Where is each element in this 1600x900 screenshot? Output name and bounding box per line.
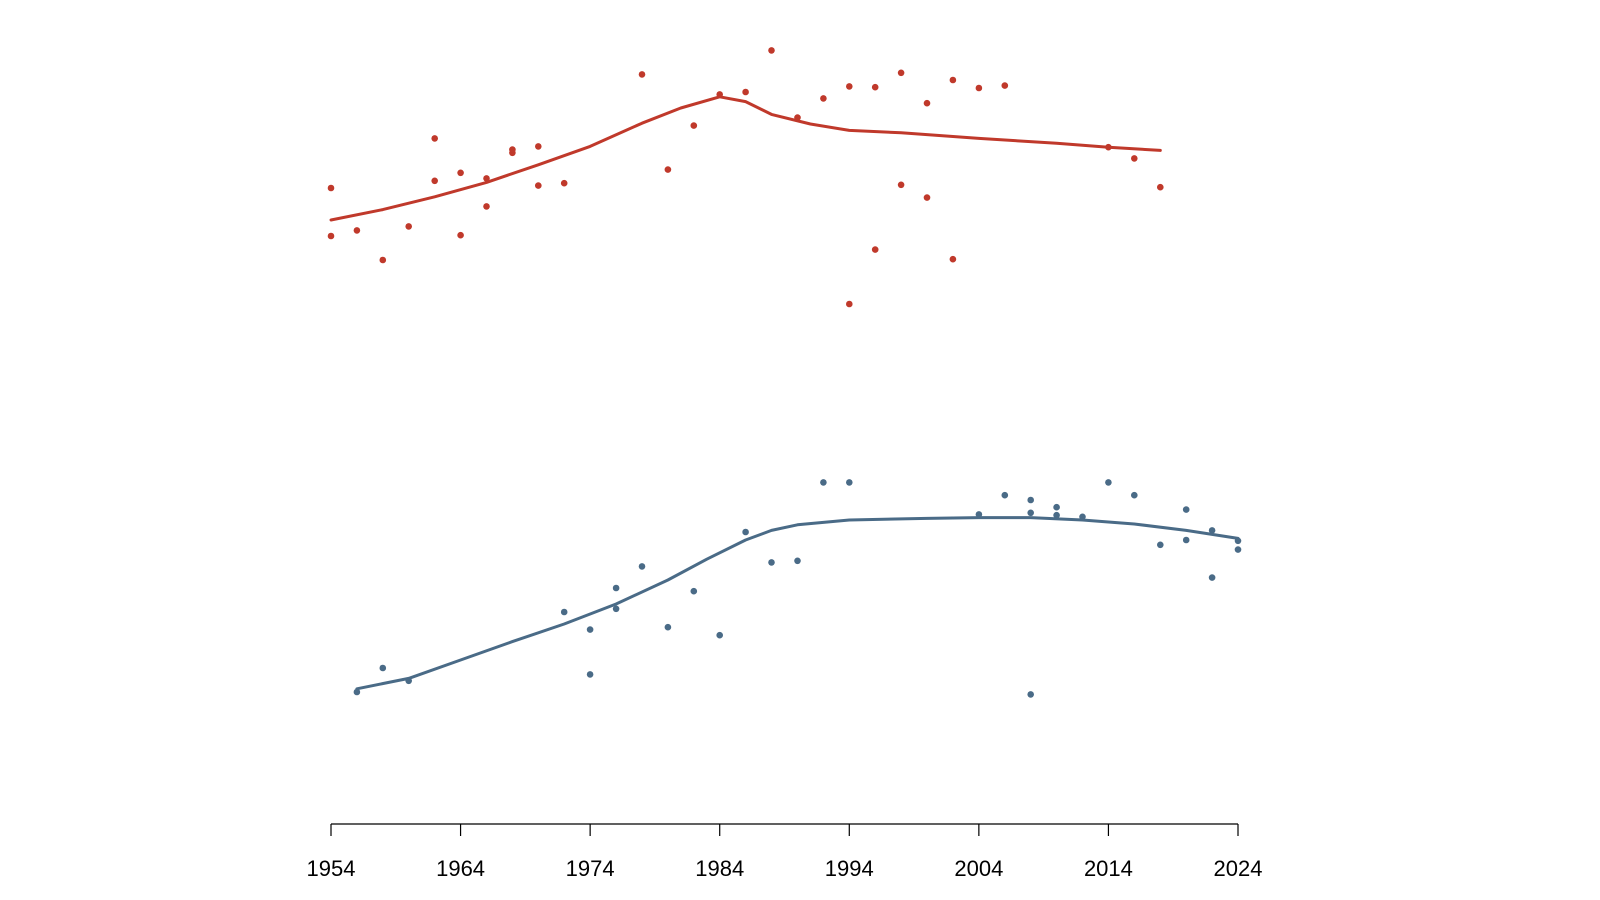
data-point: [638, 71, 646, 78]
series-1: [353, 479, 1242, 698]
x-tick-label: 1954: [307, 856, 356, 881]
data-point: [1157, 183, 1164, 191]
data-point: [1208, 574, 1216, 581]
data-point: [405, 223, 413, 230]
data-point: [1182, 506, 1190, 513]
data-point: [560, 608, 568, 616]
data-point: [742, 88, 749, 96]
data-point: [897, 181, 905, 189]
data-point: [560, 179, 568, 187]
x-tick-label: 1994: [825, 856, 874, 881]
data-point: [768, 47, 775, 54]
data-point: [716, 91, 723, 98]
plot-area: [327, 47, 1242, 698]
data-point: [820, 479, 827, 486]
data-point: [405, 677, 413, 685]
data-point: [1001, 491, 1009, 499]
data-point: [1234, 537, 1242, 545]
data-point: [846, 83, 853, 90]
trend-line-1: [355, 516, 1240, 691]
x-tick-label: 2004: [954, 856, 1003, 881]
data-point: [1208, 527, 1216, 534]
data-point: [457, 231, 464, 239]
data-point: [1001, 82, 1009, 89]
data-point: [1234, 546, 1242, 553]
data-point: [1027, 496, 1034, 504]
data-point: [975, 511, 983, 518]
data-point: [690, 122, 698, 129]
data-point: [638, 563, 646, 570]
trend-line-0: [329, 95, 1162, 222]
data-point: [975, 84, 983, 92]
data-point: [431, 135, 439, 142]
data-point: [923, 99, 931, 107]
data-point: [949, 255, 957, 263]
data-point: [716, 631, 723, 639]
data-point: [768, 559, 775, 566]
data-point: [327, 184, 335, 192]
data-point: [871, 246, 879, 253]
data-point: [483, 175, 490, 182]
data-point: [353, 227, 361, 234]
data-point: [1027, 509, 1034, 517]
x-tick-label: 1974: [566, 856, 615, 881]
data-point: [327, 232, 335, 240]
data-point: [1131, 491, 1138, 499]
data-point: [664, 623, 672, 631]
x-tick-label: 1984: [695, 856, 744, 881]
data-point: [535, 182, 542, 189]
data-point: [1131, 155, 1138, 162]
data-point: [379, 256, 387, 264]
data-point: [612, 605, 620, 613]
series-0: [327, 47, 1164, 308]
data-point: [1053, 511, 1060, 519]
data-point: [586, 671, 594, 678]
data-point: [846, 479, 853, 486]
data-point: [820, 95, 827, 102]
data-point: [379, 664, 387, 672]
data-point: [1157, 541, 1164, 549]
x-tick-label: 2014: [1084, 856, 1133, 881]
data-point: [949, 76, 957, 84]
data-point: [742, 528, 749, 536]
data-point: [1027, 691, 1034, 698]
data-point: [483, 203, 490, 210]
x-tick-label: 1964: [436, 856, 485, 881]
data-point: [1105, 479, 1112, 486]
x-tick-label: 2024: [1214, 856, 1263, 881]
data-point: [664, 166, 672, 173]
data-point: [871, 83, 879, 91]
data-point: [509, 146, 516, 153]
data-point: [846, 300, 853, 308]
data-point: [353, 688, 361, 696]
data-point: [923, 194, 931, 201]
data-point: [612, 584, 620, 592]
data-point: [794, 557, 801, 565]
x-axis: 1954 1964 1974 1984 1994 2004 2014 2024: [307, 823, 1263, 881]
data-point: [794, 114, 801, 121]
data-point: [690, 587, 698, 595]
data-point: [1105, 143, 1112, 151]
data-point: [586, 626, 594, 633]
data-point: [897, 69, 905, 77]
data-point: [457, 169, 464, 177]
data-point: [1182, 536, 1190, 544]
data-point: [535, 143, 542, 150]
data-point: [1079, 513, 1086, 521]
data-point: [1053, 503, 1060, 511]
data-point: [431, 177, 439, 185]
